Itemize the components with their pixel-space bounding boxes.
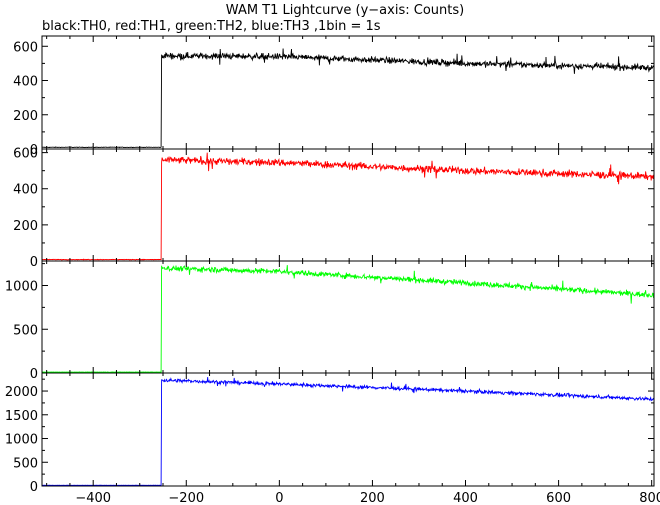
x-tick-label: −400: [75, 491, 111, 505]
series-line-th3: [42, 377, 655, 486]
panels-group: 0200400600020040060005001000050010001500…: [5, 35, 655, 495]
panel-frame-th0: [41, 35, 655, 150]
y-tick-label: 600: [13, 147, 38, 162]
y-tick-label: 0: [30, 255, 38, 270]
y-tick-label: 0: [30, 480, 38, 495]
chart-subtitle: black:TH0, red:TH1, green:TH2, blue:TH3 …: [42, 19, 381, 34]
y-tick-label: 200: [13, 219, 38, 234]
y-tick-label: 200: [13, 109, 38, 124]
y-tick-label: 1000: [5, 433, 38, 448]
y-tick-label: 2000: [5, 385, 38, 400]
panel-th3: 0 500 1000 1500 2000: [5, 372, 655, 495]
x-tick-label: 400: [453, 491, 478, 505]
x-tick-label: 600: [546, 491, 571, 505]
y-tick-label: 400: [13, 183, 38, 198]
panel-frame-th3: [41, 372, 655, 487]
series-line-th2: [42, 265, 655, 373]
y-tick-label: 500: [13, 456, 38, 471]
y-tick-label: 1500: [5, 409, 38, 424]
x-axis: −400 −200 0 200 400 600 800: [75, 491, 660, 505]
series-line-th0: [42, 48, 655, 149]
y-tick-label: 500: [13, 323, 38, 338]
panel-th2: 0 500 1000: [5, 260, 655, 382]
y-tick-label: 600: [13, 40, 38, 55]
y-tick-label: 0: [30, 143, 38, 158]
y-tick-label: 400: [13, 75, 38, 90]
x-tick-label: −200: [168, 491, 204, 505]
panel-th1: 0 200 400 600: [13, 147, 655, 270]
panel-frame-th2: [41, 260, 655, 374]
x-tick-label: 800: [639, 491, 660, 505]
chart-title: WAM T1 Lightcurve (y−axis: Counts): [226, 3, 464, 18]
panel-th0: 0 200 400 600: [13, 35, 655, 158]
y-tick-label: 1000: [5, 280, 38, 295]
y-tick-label: 0: [30, 367, 38, 382]
x-tick-label: 200: [360, 491, 385, 505]
series-line-th1: [41, 152, 655, 261]
x-tick-label: 0: [275, 491, 283, 505]
